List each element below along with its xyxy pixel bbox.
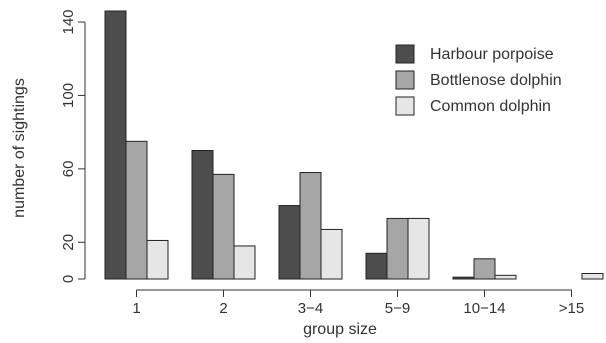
bar-3-series-1 xyxy=(278,205,301,280)
x-tick-label-6: >15 xyxy=(559,300,584,317)
bar-5-series-3 xyxy=(494,274,517,280)
bar-5-series-2 xyxy=(473,258,496,280)
y-tick-label-4: 100 xyxy=(60,83,77,108)
y-tick-label-1: 0 xyxy=(60,275,77,283)
bar-1-series-1 xyxy=(104,10,127,280)
legend-swatch-2 xyxy=(395,70,415,90)
bar-1-series-3 xyxy=(146,239,169,280)
legend-swatch-1 xyxy=(395,44,415,64)
y-axis: 0 20 60 100 140 xyxy=(60,9,86,283)
legend-label-3: Common dolphin xyxy=(430,98,551,115)
bar-3-series-2 xyxy=(299,172,322,280)
x-axis: 1 2 3−4 5−9 10−14 >15 xyxy=(132,289,584,317)
bar-6-series-3 xyxy=(581,272,604,280)
bars-group xyxy=(104,10,604,280)
bar-2-series-1 xyxy=(191,150,214,280)
bar-3-series-3 xyxy=(320,228,343,280)
y-axis-title: number of sightings xyxy=(11,78,28,218)
bar-4-series-2 xyxy=(386,217,409,280)
y-tick-label-5: 140 xyxy=(60,9,77,34)
bar-2-series-3 xyxy=(233,245,256,280)
x-tick-label-2: 2 xyxy=(219,300,227,317)
x-tick-label-5: 10−14 xyxy=(463,300,505,317)
bar-5-series-1 xyxy=(452,276,475,280)
legend-swatch-3 xyxy=(395,96,415,116)
bar-2-series-2 xyxy=(212,173,235,280)
legend-label-2: Bottlenose dolphin xyxy=(430,72,562,89)
x-tick-label-4: 5−9 xyxy=(385,300,410,317)
y-tick-label-3: 60 xyxy=(60,161,77,178)
x-axis-title: group size xyxy=(303,321,377,338)
x-tick-label-1: 1 xyxy=(132,300,140,317)
y-tick-label-2: 20 xyxy=(60,234,77,251)
legend: Harbour porpoise Bottlenose dolphin Common… xyxy=(395,44,562,116)
bar-4-series-3 xyxy=(407,217,430,280)
bar-1-series-2 xyxy=(125,140,148,280)
bar-4-series-1 xyxy=(365,252,388,280)
x-tick-label-3: 3−4 xyxy=(298,300,323,317)
legend-label-1: Harbour porpoise xyxy=(430,46,554,63)
